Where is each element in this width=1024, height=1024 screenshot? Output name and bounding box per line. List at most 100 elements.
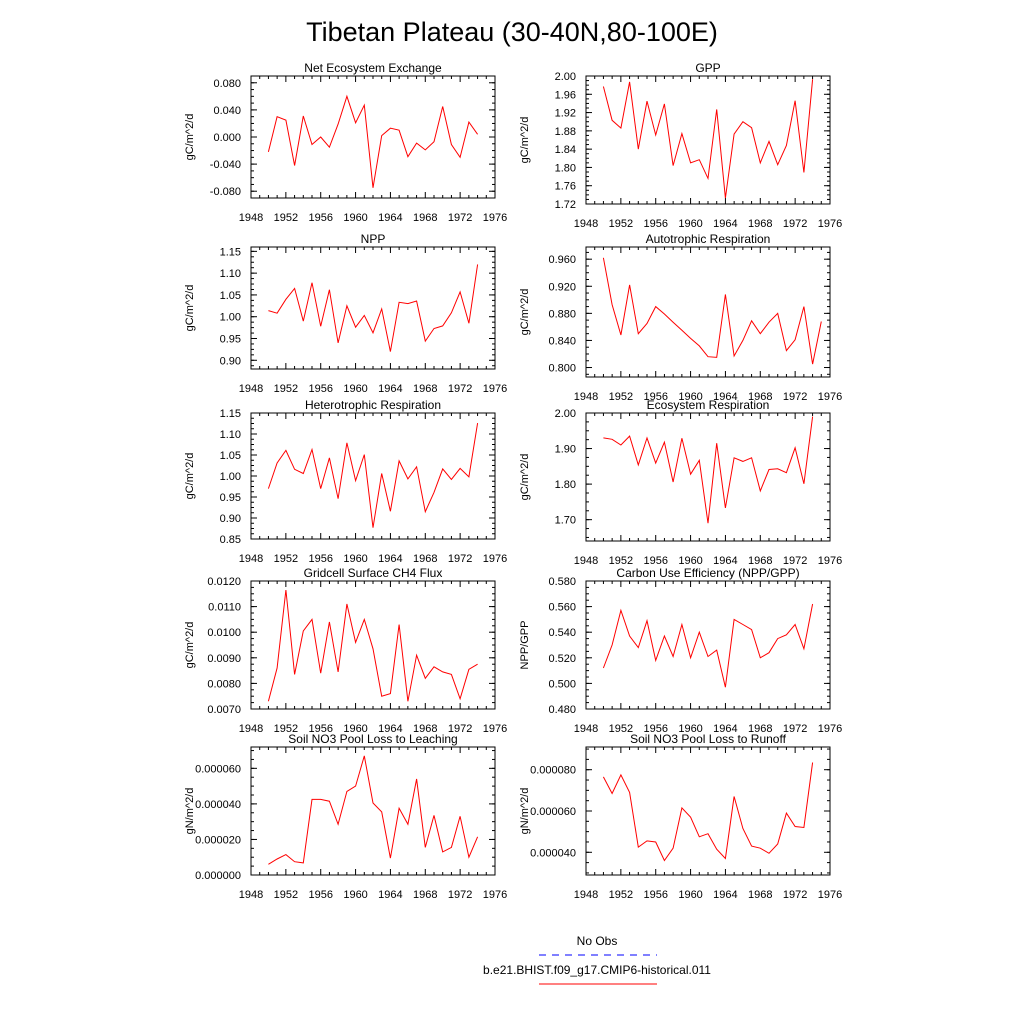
x-tick-label: 1976 bbox=[818, 723, 842, 735]
plot-frame bbox=[585, 580, 831, 710]
x-tick-label: 1956 bbox=[308, 889, 332, 901]
plot-frame bbox=[250, 75, 496, 199]
x-tick-label: 1956 bbox=[643, 889, 667, 901]
x-tick-label: 1976 bbox=[818, 555, 842, 567]
x-tick-label: 1972 bbox=[448, 212, 472, 224]
y-tick-label: 0.0100 bbox=[207, 627, 241, 639]
x-tick-label: 1968 bbox=[748, 889, 772, 901]
x-tick-label: 1968 bbox=[413, 212, 437, 224]
panel-npp: NPP 1948 1952 1956 1960 1964 1968 1972 1976 0.90 0… bbox=[184, 232, 507, 395]
x-tick-label: 1960 bbox=[678, 391, 702, 403]
panel-title: Soil NO3 Pool Loss to Runoff bbox=[630, 732, 787, 746]
y-tick-label: 0.840 bbox=[548, 335, 576, 347]
legend-label-model: b.e21.BHIST.f09_g17.CMIP6-historical.011 bbox=[483, 963, 711, 977]
y-tick-label: 1.10 bbox=[220, 268, 241, 280]
y-tick-label: 0.480 bbox=[548, 704, 576, 716]
x-tick-label: 1952 bbox=[609, 723, 633, 735]
x-tick-label: 1948 bbox=[574, 723, 598, 735]
y-tick-label: 1.05 bbox=[220, 290, 241, 302]
series-line-npp bbox=[268, 264, 479, 352]
y-tick-label: 2.00 bbox=[555, 408, 576, 420]
x-tick-label: 1972 bbox=[448, 723, 472, 735]
y-tick-label: 0.000020 bbox=[195, 834, 241, 846]
x-tick-label: 1948 bbox=[239, 383, 263, 395]
y-tick-label: 1.15 bbox=[220, 246, 241, 258]
y-tick-label: 0.95 bbox=[220, 492, 241, 504]
y-axis-label: gC/m^2/d bbox=[184, 285, 196, 332]
x-tick-label: 1964 bbox=[378, 723, 402, 735]
x-tick-label: 1952 bbox=[274, 553, 298, 565]
x-tick-label: 1964 bbox=[713, 555, 737, 567]
panel-title: GPP bbox=[695, 61, 720, 75]
panel-gpp: GPP 1948 1952 1956 1960 1964 1968 1972 1976 1.72 1… bbox=[519, 61, 842, 230]
plot-frame bbox=[250, 580, 496, 710]
panel-title: Autotrophic Respiration bbox=[646, 232, 771, 246]
x-tick-label: 1964 bbox=[378, 212, 402, 224]
x-tick-label: 1976 bbox=[483, 723, 507, 735]
x-tick-label: 1952 bbox=[274, 723, 298, 735]
panels-grid: Net Ecosystem Exchange 1948 1952 1956 1960 19… bbox=[184, 61, 842, 901]
plot-frame bbox=[250, 246, 496, 370]
y-tick-label: -0.040 bbox=[210, 159, 241, 171]
y-tick-label: 0.520 bbox=[548, 653, 576, 665]
x-tick-label: 1972 bbox=[448, 553, 472, 565]
x-tick-label: 1956 bbox=[308, 383, 332, 395]
panel-net-ecosystem-exchange: Net Ecosystem Exchange 1948 1952 1956 1960 19… bbox=[184, 61, 507, 224]
x-tick-label: 1964 bbox=[713, 218, 737, 230]
panel-title: NPP bbox=[361, 232, 386, 246]
x-tick-label: 1960 bbox=[343, 212, 367, 224]
x-tick-label: 1960 bbox=[343, 553, 367, 565]
x-tick-label: 1956 bbox=[643, 723, 667, 735]
x-tick-label: 1948 bbox=[574, 391, 598, 403]
x-tick-label: 1960 bbox=[343, 723, 367, 735]
y-tick-label: 0.0070 bbox=[207, 704, 241, 716]
y-tick-label: 0.920 bbox=[548, 281, 576, 293]
y-tick-label: 0.500 bbox=[548, 678, 576, 690]
legend-label-no-obs: No Obs bbox=[577, 934, 618, 948]
x-tick-label: 1972 bbox=[783, 723, 807, 735]
x-tick-label: 1972 bbox=[783, 218, 807, 230]
series-line-soil-no3-pool-loss-to-leaching bbox=[268, 755, 479, 865]
y-axis-label: gC/m^2/d bbox=[519, 454, 531, 501]
panel-soil-no3-pool-loss-to-runoff: Soil NO3 Pool Loss to Runoff 1948 1952 1956… bbox=[519, 732, 842, 901]
y-tick-label: 2.00 bbox=[555, 71, 576, 83]
x-tick-label: 1952 bbox=[274, 212, 298, 224]
x-tick-label: 1976 bbox=[818, 391, 842, 403]
y-tick-label: 0.540 bbox=[548, 627, 576, 639]
y-tick-label: 0.95 bbox=[220, 334, 241, 346]
y-tick-label: 0.0120 bbox=[207, 576, 241, 588]
x-tick-label: 1976 bbox=[483, 553, 507, 565]
y-axis-label: gC/m^2/d bbox=[519, 117, 531, 164]
y-axis-label: gN/m^2/d bbox=[519, 788, 531, 835]
x-tick-label: 1964 bbox=[378, 553, 402, 565]
x-tick-label: 1960 bbox=[343, 889, 367, 901]
x-tick-label: 1964 bbox=[713, 723, 737, 735]
panel-title: Gridcell Surface CH4 Flux bbox=[304, 566, 443, 580]
x-tick-label: 1956 bbox=[308, 553, 332, 565]
panel-title: Soil NO3 Pool Loss to Leaching bbox=[288, 732, 457, 746]
y-axis-label: gC/m^2/d bbox=[519, 289, 531, 336]
y-tick-label: 0.880 bbox=[548, 308, 576, 320]
x-tick-label: 1948 bbox=[239, 553, 263, 565]
main-title: Tibetan Plateau (30-40N,80-100E) bbox=[306, 17, 718, 47]
panel-carbon-use-efficiency-npp-gpp: Carbon Use Efficiency (NPP/GPP) 1948 1952 1… bbox=[519, 566, 842, 735]
x-tick-label: 1952 bbox=[274, 383, 298, 395]
x-tick-label: 1976 bbox=[818, 218, 842, 230]
x-tick-label: 1976 bbox=[818, 889, 842, 901]
x-tick-label: 1968 bbox=[413, 723, 437, 735]
panel-title: Ecosystem Respiration bbox=[647, 398, 770, 412]
x-tick-label: 1956 bbox=[308, 723, 332, 735]
x-tick-label: 1952 bbox=[609, 555, 633, 567]
y-tick-label: 0.000040 bbox=[195, 799, 241, 811]
plot-frame bbox=[250, 412, 496, 540]
series-line-soil-no3-pool-loss-to-runoff bbox=[602, 762, 814, 862]
x-tick-label: 1952 bbox=[609, 889, 633, 901]
x-tick-label: 1968 bbox=[748, 555, 772, 567]
x-tick-label: 1948 bbox=[574, 889, 598, 901]
x-tick-label: 1952 bbox=[609, 218, 633, 230]
plot-frame bbox=[585, 75, 831, 205]
y-tick-label: 1.10 bbox=[220, 429, 241, 441]
y-tick-label: 1.00 bbox=[220, 471, 241, 483]
y-tick-label: 0.000000 bbox=[195, 870, 241, 882]
x-tick-label: 1948 bbox=[239, 889, 263, 901]
